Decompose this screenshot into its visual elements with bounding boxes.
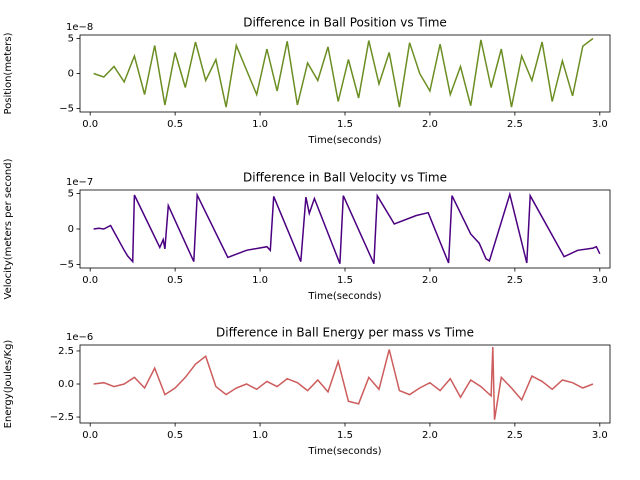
x-tick-label: 1.0 bbox=[252, 275, 268, 286]
x-tick-label: 1.5 bbox=[337, 275, 353, 286]
x-tick-label: 1.0 bbox=[252, 119, 268, 130]
x-axis-label: Time(seconds) bbox=[307, 291, 381, 302]
offset-text: 1e−8 bbox=[66, 22, 93, 33]
y-tick-label: 0 bbox=[68, 69, 74, 80]
x-tick-label: 0.0 bbox=[82, 430, 98, 441]
offset-text: 1e−7 bbox=[66, 177, 93, 188]
chart-title: Difference in Ball Position vs Time bbox=[243, 16, 447, 30]
x-tick-label: 0.5 bbox=[167, 430, 183, 441]
y-tick-label: −2.5 bbox=[50, 412, 74, 423]
x-tick-label: 2.5 bbox=[507, 430, 523, 441]
y-tick-label: −5 bbox=[59, 104, 74, 115]
chart-title: Difference in Ball Velocity vs Time bbox=[243, 171, 447, 185]
chart-title: Difference in Ball Energy per mass vs Ti… bbox=[216, 326, 474, 340]
axes-frame bbox=[79, 344, 611, 424]
x-tick-label: 3.0 bbox=[592, 275, 608, 286]
y-axis-label: Position(meters) bbox=[3, 32, 14, 114]
y-axis-label: Velocity(meters per second) bbox=[3, 158, 14, 299]
x-tick-label: 3.0 bbox=[592, 430, 608, 441]
x-tick-label: 0.5 bbox=[167, 119, 183, 130]
data-line bbox=[93, 346, 594, 420]
data-line bbox=[93, 191, 601, 265]
data-line bbox=[93, 37, 594, 108]
x-tick-label: 1.0 bbox=[252, 430, 268, 441]
x-axis-label: Time(seconds) bbox=[307, 135, 381, 146]
x-tick-label: 0.0 bbox=[82, 119, 98, 130]
x-tick-label: 2.5 bbox=[507, 119, 523, 130]
y-axis-label: Energy(Joules/Kg) bbox=[3, 340, 14, 429]
x-tick-label: 2.5 bbox=[507, 275, 523, 286]
x-tick-label: 2.0 bbox=[422, 430, 438, 441]
x-tick-label: 1.5 bbox=[337, 119, 353, 130]
offset-text: 1e−6 bbox=[66, 332, 93, 343]
x-tick-label: 2.0 bbox=[422, 119, 438, 130]
x-tick-label: 0.0 bbox=[82, 275, 98, 286]
x-tick-label: 3.0 bbox=[592, 119, 608, 130]
x-axis-label: Time(seconds) bbox=[307, 446, 381, 457]
x-tick-label: 1.5 bbox=[337, 430, 353, 441]
y-tick-label: 2.5 bbox=[58, 346, 74, 357]
x-tick-label: 0.5 bbox=[167, 275, 183, 286]
y-tick-label: 5 bbox=[68, 189, 74, 200]
y-tick-label: 0.0 bbox=[58, 379, 74, 390]
y-tick-label: 0 bbox=[68, 224, 74, 235]
y-tick-label: −5 bbox=[59, 259, 74, 270]
y-tick-label: 5 bbox=[68, 34, 74, 45]
x-tick-label: 2.0 bbox=[422, 275, 438, 286]
